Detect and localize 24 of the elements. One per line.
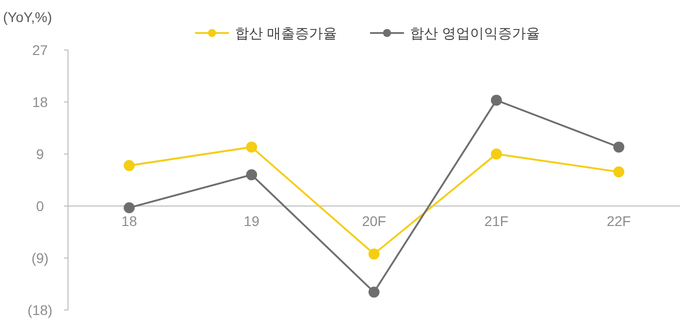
- x-tick-label: 20F: [362, 213, 386, 229]
- y-tick-label: 18: [32, 94, 48, 110]
- point: [246, 169, 258, 180]
- point: [124, 202, 135, 214]
- legend-label: 합산 매출증가율: [235, 25, 337, 41]
- y-tick-label: 27: [32, 42, 48, 58]
- y-tick-label: (9): [31, 250, 49, 266]
- y-axis-title: (YoY,%): [3, 9, 52, 25]
- point: [613, 166, 624, 178]
- y-tick-label: 9: [36, 146, 44, 162]
- point: [490, 94, 502, 106]
- x-tick-label: 18: [121, 213, 138, 229]
- point: [368, 248, 380, 260]
- point: [124, 160, 135, 172]
- point: [368, 286, 380, 298]
- point: [246, 142, 258, 153]
- y-tick-label: (18): [28, 302, 52, 318]
- point: [490, 148, 502, 160]
- x-tick-label: 22F: [606, 213, 631, 229]
- x-tick-label: 19: [244, 213, 260, 229]
- y-tick-label: 0: [36, 198, 44, 214]
- x-tick-label: 21F: [484, 213, 508, 229]
- legend-label: 합산 영업이익증가율: [410, 25, 540, 41]
- point: [613, 142, 624, 153]
